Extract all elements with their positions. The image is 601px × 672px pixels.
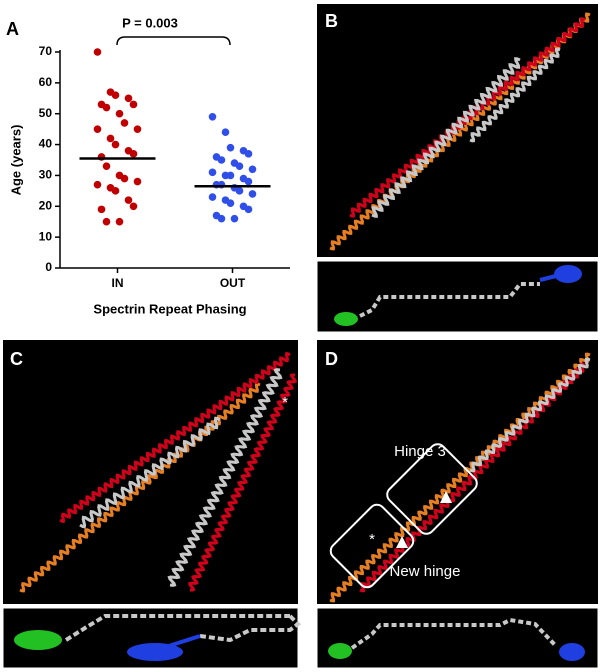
- dot: [226, 143, 235, 152]
- dot: [244, 177, 253, 186]
- dot: [248, 165, 257, 174]
- schematic-part: [199, 614, 302, 643]
- dot: [217, 156, 226, 164]
- helix: [188, 373, 297, 592]
- dot: [226, 171, 235, 180]
- helix: [469, 357, 591, 473]
- dot: [102, 217, 111, 226]
- dot: [129, 150, 138, 158]
- dot: [248, 190, 257, 198]
- dot: [97, 205, 106, 214]
- dot: [235, 187, 244, 195]
- panel-label: B: [325, 11, 338, 31]
- dot: [133, 177, 142, 186]
- annotation: New hinge: [390, 563, 461, 580]
- y-tick-label: 0: [45, 260, 52, 274]
- plot: 0 10 20 30 40 50 60 70 IN OUT: [39, 44, 290, 290]
- dot: [208, 168, 217, 177]
- helix: [79, 416, 221, 529]
- schematic-part: [14, 630, 62, 650]
- y-tick-label: 30: [39, 168, 53, 182]
- panel-label: C: [10, 349, 23, 369]
- dot: [120, 119, 129, 127]
- schematic-part: [328, 643, 352, 659]
- schematic-part: [64, 614, 290, 642]
- schematic-part: [334, 312, 358, 326]
- bracket: [116, 36, 231, 46]
- panel-label: A: [6, 19, 19, 39]
- dot: [221, 128, 230, 137]
- y-tick-label: 10: [39, 229, 53, 243]
- arrowhead: [396, 491, 452, 548]
- dot: [217, 214, 226, 223]
- dot: [102, 103, 111, 112]
- dot: [129, 202, 138, 211]
- helix: [469, 47, 561, 143]
- dot: [208, 113, 217, 121]
- dot: [102, 162, 111, 170]
- schematic-part: [539, 274, 557, 282]
- y-axis-title: Age (years): [8, 125, 23, 196]
- helix: [371, 57, 521, 218]
- x-tick-label: OUT: [220, 276, 246, 290]
- dot: [235, 162, 244, 170]
- hinge-box: [386, 443, 478, 535]
- y-tick-label: 20: [39, 198, 53, 212]
- panel-label: D: [325, 349, 338, 369]
- schematic-part: [127, 643, 183, 661]
- panel-b-image: [317, 4, 598, 257]
- dot: [106, 134, 115, 143]
- panel-d-image: [317, 340, 598, 604]
- dot: [111, 187, 120, 195]
- dot: [93, 180, 102, 189]
- y-tick-label: 70: [39, 44, 53, 58]
- y-tick-label: 60: [39, 75, 53, 89]
- y-tick-label: 50: [39, 106, 53, 120]
- hinge-box: [329, 503, 415, 589]
- dot: [129, 100, 138, 109]
- helix: [59, 351, 291, 524]
- helix: [167, 368, 283, 587]
- dot: [93, 125, 102, 133]
- dot: [93, 48, 102, 56]
- schematic-part: [350, 617, 557, 650]
- dot: [230, 214, 239, 223]
- dot: [226, 199, 235, 207]
- dot: [111, 91, 120, 99]
- dot: [244, 150, 253, 158]
- helix: [359, 362, 586, 593]
- dot: [120, 174, 129, 183]
- x-axis-title: Spectrin Repeat Phasing: [93, 301, 246, 316]
- dot: [111, 140, 120, 149]
- dot: [124, 196, 133, 204]
- dot: [115, 217, 124, 226]
- p-value: P = 0.003: [122, 15, 178, 30]
- structures: [14, 12, 591, 661]
- y-tick-label: 40: [39, 137, 53, 151]
- dot: [244, 205, 253, 214]
- annotation: Hinge 3: [394, 443, 446, 460]
- panel-d-schematic: [316, 607, 599, 669]
- annotation: *: [369, 531, 375, 548]
- x-tick-label: IN: [112, 276, 124, 290]
- schematic-part: [559, 643, 585, 661]
- schematic-part: [359, 282, 540, 318]
- schematic-part: [554, 265, 582, 283]
- annotation: *: [282, 394, 288, 411]
- dot: [115, 109, 124, 118]
- dot: [208, 193, 217, 201]
- dot: [133, 125, 142, 133]
- dot: [124, 94, 133, 103]
